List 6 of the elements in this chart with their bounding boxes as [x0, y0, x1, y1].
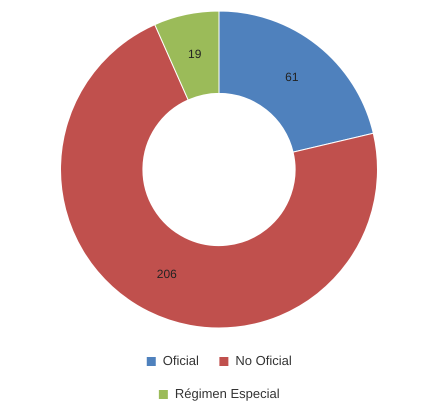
- data-label: 19: [188, 47, 202, 62]
- legend-label: Oficial: [162, 353, 199, 368]
- data-label: 61: [285, 70, 299, 84]
- legend-label: No Oficial: [235, 353, 292, 368]
- legend-label: Régimen Especial: [174, 386, 280, 402]
- data-label: 206: [156, 266, 178, 281]
